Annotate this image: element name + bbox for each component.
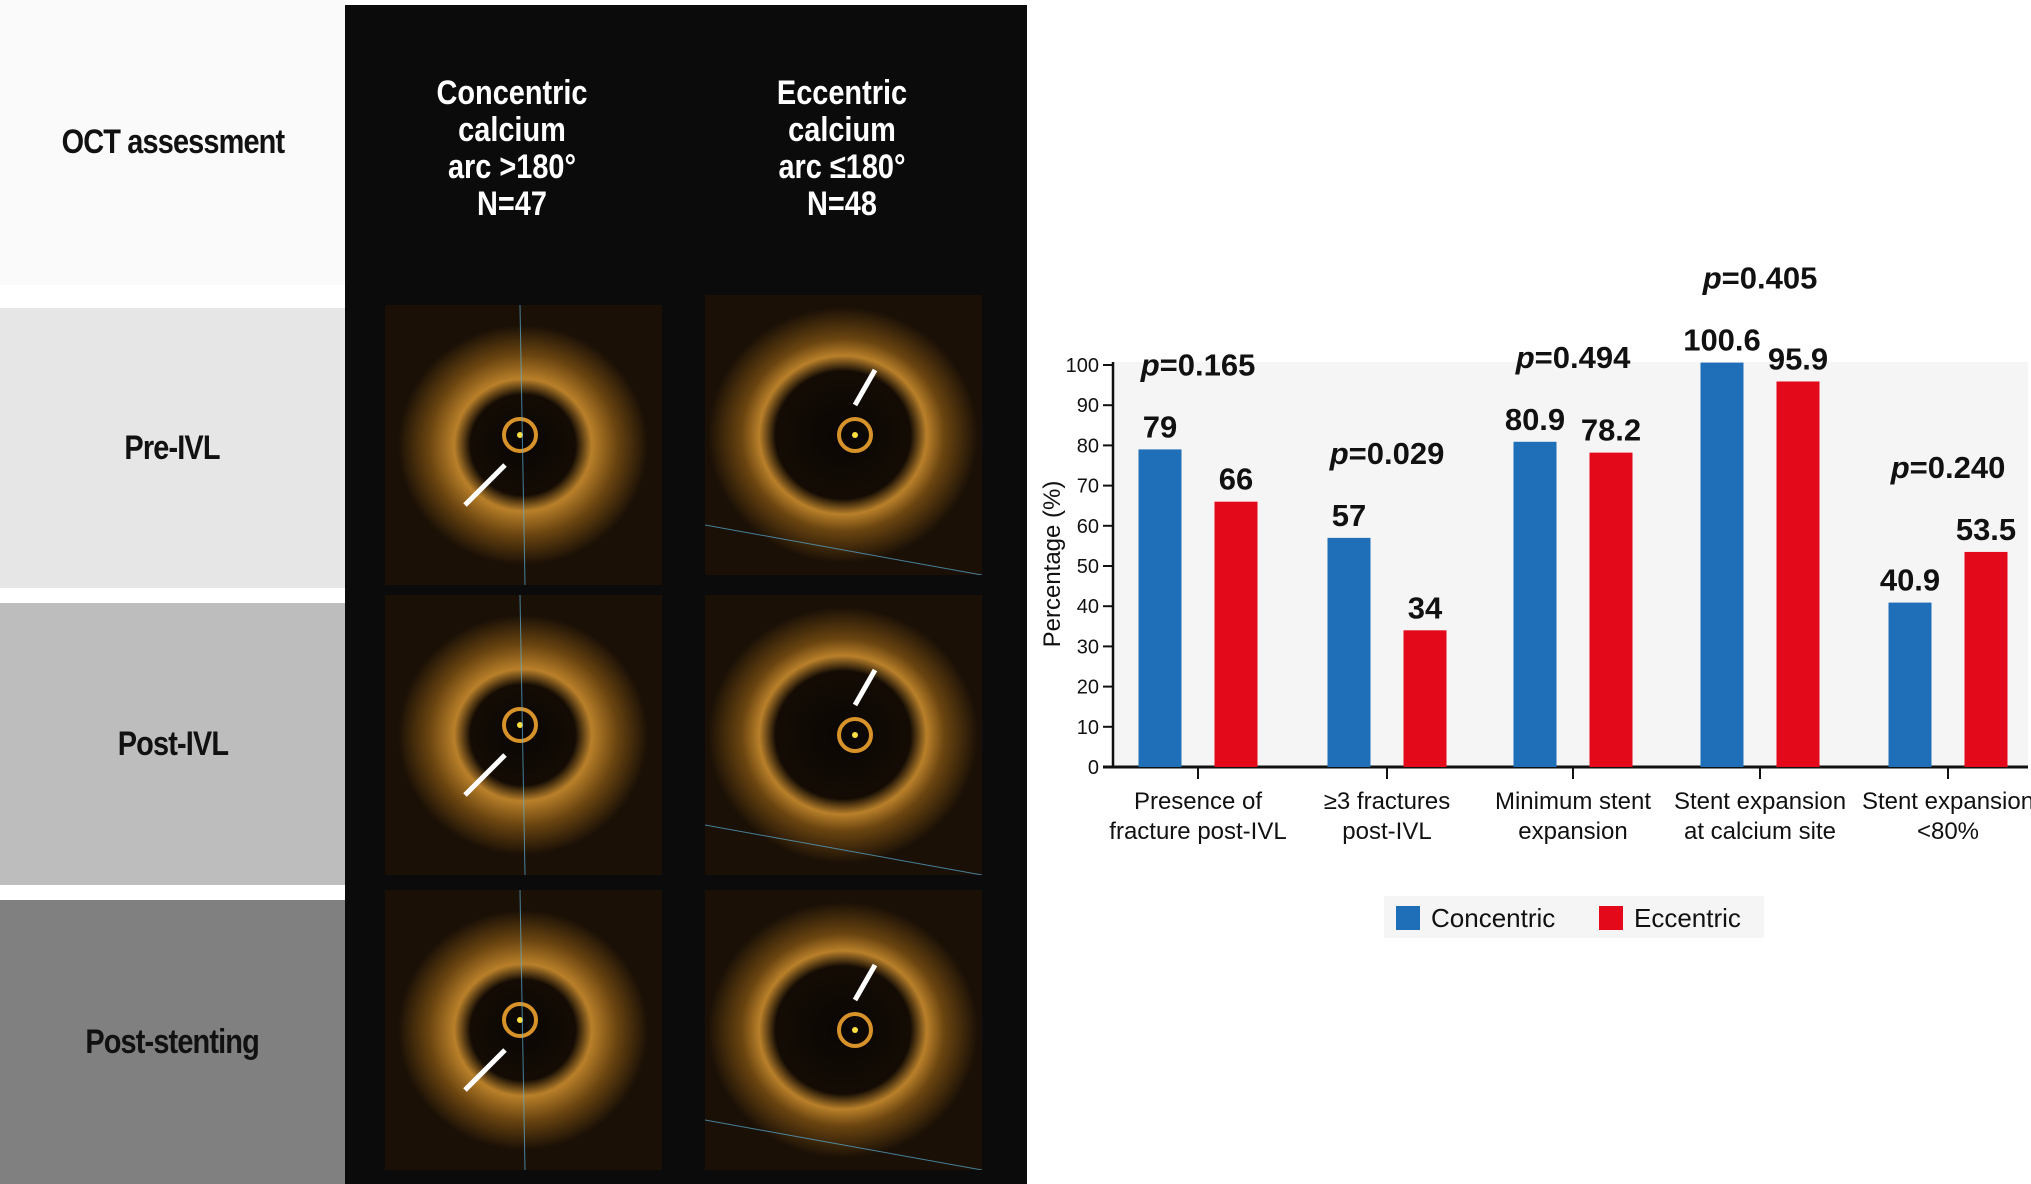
p-value-label: p=0.494 <box>1515 340 1631 375</box>
y-tick-label: 70 <box>1077 476 1099 498</box>
y-tick-label: 30 <box>1077 636 1099 658</box>
value-label: 34 <box>1408 590 1443 625</box>
legend-swatch-eccentric <box>1599 906 1623 930</box>
value-label: 78.2 <box>1581 413 1641 448</box>
p-value-label: p=0.405 <box>1702 261 1818 296</box>
x-tick-label: fracture post-IVL <box>1109 818 1286 845</box>
x-tick-label: ≥3 fractures <box>1324 788 1451 815</box>
y-tick-label: 20 <box>1077 677 1099 699</box>
bar-concentric <box>1138 449 1182 767</box>
x-tick-label: expansion <box>1518 818 1627 845</box>
oct-image-post-ivl-concentric <box>385 594 662 876</box>
value-label: 57 <box>1332 498 1366 533</box>
oct-image-pre-ivl-eccentric <box>704 295 983 576</box>
bar-concentric <box>1700 362 1744 767</box>
row-label-oct-assessment: OCT assessment <box>0 0 345 285</box>
y-tick-label: 100 <box>1066 355 1099 377</box>
row-label-pre-ivl: Pre-IVL <box>0 308 345 588</box>
x-tick-label: post-IVL <box>1342 818 1431 845</box>
row-label-post-stenting: Post-stenting <box>0 900 345 1184</box>
legend <box>1384 896 1764 938</box>
oct-image-pre-ivl-concentric <box>385 304 662 586</box>
bar-concentric <box>1513 441 1557 767</box>
oct-image-post-stenting-concentric <box>385 889 662 1171</box>
x-tick-label: at calcium site <box>1684 818 1836 845</box>
plot-background <box>1113 362 2028 767</box>
p-value-label: p=0.165 <box>1140 347 1256 382</box>
bar-eccentric <box>1403 630 1447 767</box>
y-tick-label: 40 <box>1077 596 1099 618</box>
y-tick-label: 50 <box>1077 556 1099 578</box>
x-tick-label: <80% <box>1917 818 1979 845</box>
bar-concentric <box>1327 537 1371 767</box>
value-label: 79 <box>1143 409 1177 444</box>
y-tick-label: 80 <box>1077 435 1099 457</box>
arrow <box>463 753 507 797</box>
x-tick-label: Stent expansion <box>1862 788 2031 815</box>
x-tick-label: Stent expansion <box>1674 788 1846 815</box>
bar-eccentric <box>1214 501 1258 767</box>
value-label: 40.9 <box>1880 563 1940 598</box>
bar-eccentric <box>1776 381 1820 767</box>
p-value-label: p=0.029 <box>1329 436 1445 471</box>
bar-concentric <box>1888 602 1932 767</box>
x-tick-label: Minimum stent <box>1495 788 1651 815</box>
value-label: 66 <box>1219 462 1253 497</box>
arrow <box>852 668 878 707</box>
p-value-label: p=0.240 <box>1890 450 2006 485</box>
y-tick-label: 10 <box>1077 717 1099 739</box>
row-label-post-ivl: Post-IVL <box>0 603 345 885</box>
x-tick-label: Presence of <box>1134 788 1262 815</box>
arrow <box>463 1048 507 1092</box>
legend-swatch-concentric <box>1396 906 1420 930</box>
arrow <box>852 963 878 1002</box>
value-label: 80.9 <box>1505 402 1565 437</box>
oct-image-post-stenting-eccentric <box>704 890 983 1171</box>
oct-image-post-ivl-eccentric <box>704 595 983 876</box>
value-label: 53.5 <box>1956 512 2016 547</box>
column-header-eccentric: Eccentric calcium arc ≤180° N=48 <box>776 74 908 223</box>
value-label: 95.9 <box>1768 341 1828 376</box>
column-header-concentric: Concentric calcium arc >180° N=47 <box>436 74 588 223</box>
y-tick-label: 90 <box>1077 395 1099 417</box>
bar-eccentric <box>1964 551 2008 767</box>
y-axis-label: Percentage (%) <box>1039 481 1066 648</box>
legend-label-concentric: Concentric <box>1431 903 1555 933</box>
y-tick-label: 0 <box>1088 757 1099 779</box>
bar-eccentric <box>1589 452 1633 767</box>
y-tick-label: 60 <box>1077 516 1099 538</box>
legend-label-eccentric: Eccentric <box>1634 903 1741 933</box>
arrow <box>463 463 507 507</box>
value-label: 100.6 <box>1683 323 1761 358</box>
arrow <box>852 368 878 407</box>
